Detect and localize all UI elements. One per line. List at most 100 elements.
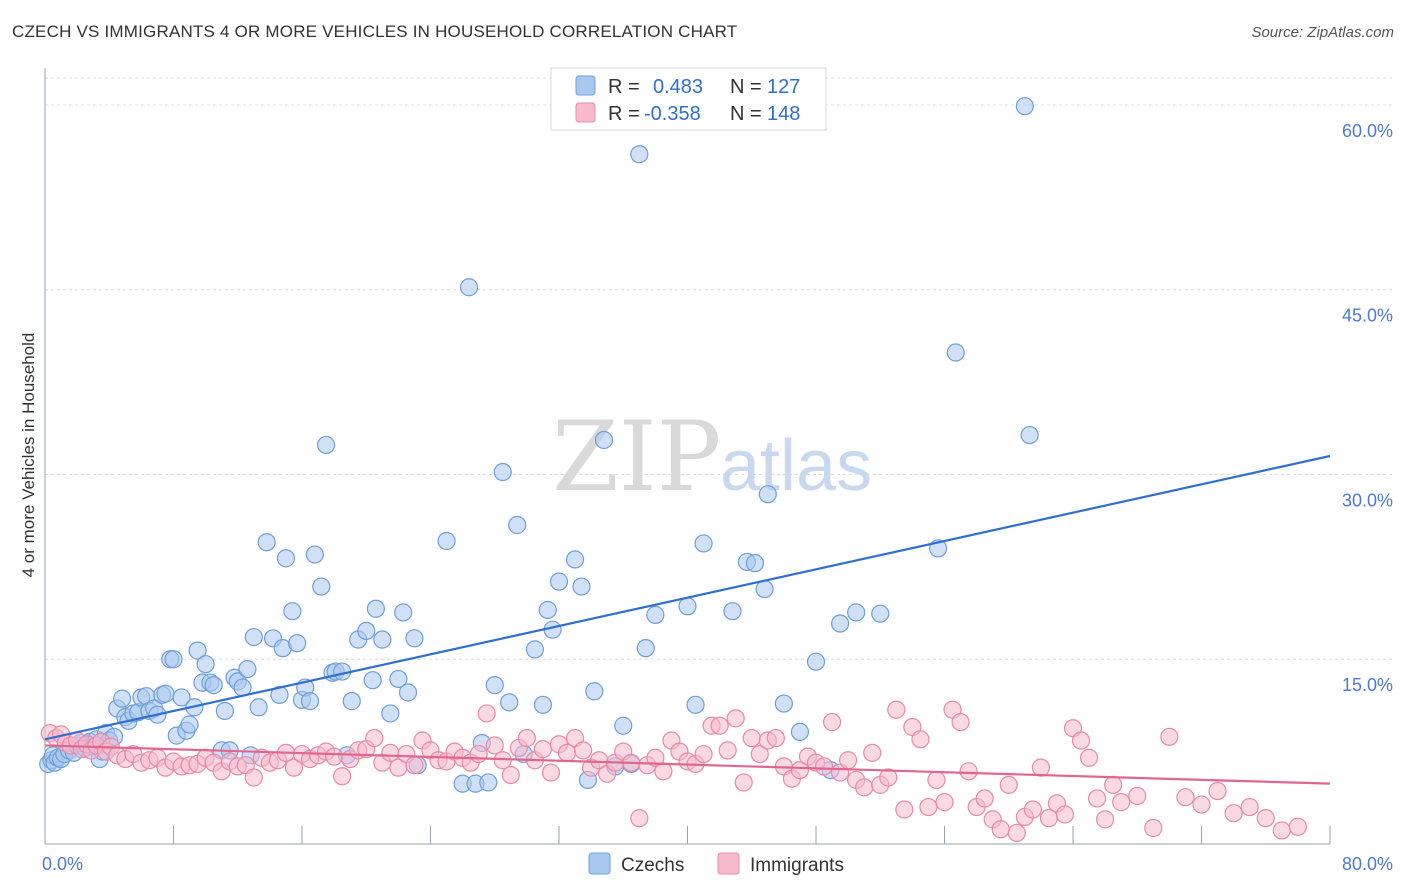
- czechs-point: [394, 603, 413, 622]
- czechs-point: [585, 682, 604, 701]
- immigrants-point: [284, 758, 304, 777]
- czechs-point: [533, 695, 553, 714]
- immigrants-point: [517, 728, 536, 748]
- immigrants-point: [855, 778, 874, 797]
- immigrants-point: [1079, 748, 1099, 767]
- bottom-legend-swatch-czechs: [588, 852, 611, 875]
- czechs-point: [156, 684, 175, 703]
- czechs-point: [300, 692, 320, 711]
- y-tick-label: 45.0%: [1342, 306, 1393, 326]
- czechs-point: [188, 641, 207, 660]
- y-tick-label: 15.0%: [1342, 675, 1393, 695]
- czechs-point: [485, 676, 504, 695]
- legend-czechs-n-value: 127: [767, 76, 800, 98]
- immigrants-point: [710, 716, 729, 735]
- watermark-atlas: atlas: [720, 426, 872, 506]
- czechs-point: [830, 614, 850, 633]
- bottom-legend-swatch-immigrants: [717, 852, 740, 875]
- immigrants-point: [863, 743, 882, 762]
- immigrants-point: [1112, 793, 1131, 812]
- czechs-point: [381, 704, 400, 723]
- immigrants-point: [654, 762, 673, 781]
- immigrants-point: [1240, 797, 1259, 817]
- grid-layer: [45, 77, 1395, 660]
- immigrants-point: [694, 744, 713, 764]
- czechs-point: [630, 145, 649, 164]
- immigrants-point: [333, 767, 352, 786]
- bottom-legend-czechs: Czechs: [621, 855, 684, 876]
- immigrants-point: [951, 712, 970, 732]
- immigrants-point: [726, 709, 745, 728]
- czechs-point: [646, 605, 665, 624]
- czechs-point: [565, 550, 585, 569]
- legend-czechs-n-label: N =: [730, 76, 762, 98]
- czechs-point: [196, 655, 215, 674]
- immigrants-point: [1007, 823, 1026, 843]
- czechs-point: [164, 650, 183, 669]
- czechs-point: [525, 640, 545, 659]
- czechs-point: [249, 698, 268, 717]
- immigrants-point: [365, 728, 384, 748]
- immigrants-point: [1087, 789, 1107, 808]
- immigrants-point: [1272, 821, 1291, 840]
- czechs-point: [1015, 97, 1034, 116]
- czechs-point: [508, 515, 527, 535]
- czechs-point: [405, 629, 424, 648]
- immigrants-point: [927, 770, 946, 790]
- y-tick-label: 30.0%: [1342, 490, 1393, 510]
- czechs-point: [790, 722, 810, 742]
- immigrants-point: [1176, 788, 1195, 807]
- legend-box: [550, 67, 827, 131]
- immigrants-point: [959, 762, 978, 781]
- legend-swatch-czechs: [575, 75, 596, 96]
- immigrants-point: [1224, 804, 1243, 823]
- czechs-point: [204, 676, 223, 695]
- immigrants-point: [1023, 800, 1042, 819]
- czechs-point: [180, 715, 199, 734]
- czechs-point: [614, 716, 633, 735]
- immigrants-point: [790, 760, 810, 780]
- immigrants-point: [541, 763, 561, 782]
- czechs-point: [500, 693, 519, 712]
- czechs-point: [398, 683, 418, 702]
- immigrants-point: [822, 712, 842, 732]
- chart-source: Source: ZipAtlas.com: [1251, 24, 1394, 41]
- immigrants-point: [718, 741, 737, 760]
- correlation-legend: R = 0.483 N = 127 R = -0.358 N = 148: [550, 67, 827, 131]
- legend-czechs-r-value: 0.483: [653, 76, 703, 98]
- immigrants-point: [485, 736, 504, 755]
- czechs-point: [549, 572, 569, 591]
- czechs-point: [678, 597, 697, 616]
- czechs-point: [257, 533, 276, 552]
- czechs-point: [806, 652, 826, 671]
- czechs-point: [479, 773, 498, 792]
- immigrants-point: [630, 809, 649, 828]
- immigrants-point: [1256, 809, 1275, 828]
- immigrants-point: [750, 744, 769, 764]
- czechs-point: [493, 462, 512, 482]
- immigrants-point: [325, 747, 344, 766]
- czechs-point: [694, 534, 713, 553]
- immigrants-point: [911, 730, 930, 749]
- immigrants-point: [477, 704, 496, 723]
- immigrants-point: [1104, 775, 1123, 794]
- immigrants-point: [999, 775, 1018, 794]
- immigrants-point: [1160, 727, 1179, 746]
- immigrants-point: [1055, 805, 1075, 824]
- legend-immigrants-r-label: R =: [608, 103, 640, 125]
- czechs-points: [39, 97, 1039, 793]
- immigrants-point: [1192, 795, 1211, 814]
- czechs-point: [363, 671, 382, 690]
- watermark: ZIP atlas: [552, 401, 872, 513]
- czechs-point: [357, 621, 376, 641]
- legend-immigrants-n-value: 148: [767, 103, 800, 125]
- czechs-point: [636, 639, 655, 658]
- bottom-legend-immigrants: Immigrants: [750, 855, 844, 876]
- immigrants-point: [919, 797, 938, 817]
- czechs-point: [270, 685, 289, 705]
- czechs-point: [437, 531, 456, 551]
- czechs-point: [283, 602, 302, 621]
- czechs-point: [745, 554, 765, 573]
- czechs-point: [373, 630, 392, 649]
